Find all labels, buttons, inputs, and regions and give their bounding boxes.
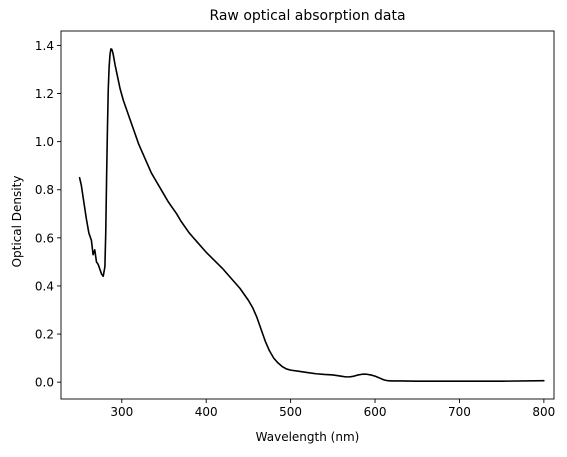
x-tick-label: 400 bbox=[195, 405, 218, 419]
y-tick-label: 0.4 bbox=[35, 279, 54, 293]
chart-title: Raw optical absorption data bbox=[209, 8, 405, 24]
y-tick-label: 1.2 bbox=[35, 87, 54, 101]
x-tick-label: 300 bbox=[110, 405, 133, 419]
plot-frame bbox=[60, 30, 555, 400]
x-tick-label: 600 bbox=[364, 405, 387, 419]
y-tick-label: 1.4 bbox=[35, 39, 54, 53]
x-tick-label: 500 bbox=[279, 405, 302, 419]
x-tick-label: 800 bbox=[532, 405, 555, 419]
y-tick-label: 0.0 bbox=[35, 376, 54, 390]
plot-area: 300 400 500 600 700 800 0.0 0.2 0.4 0.6 0.8 1.0 1.2 1… bbox=[35, 30, 555, 419]
y-tick-label: 1.0 bbox=[35, 135, 54, 149]
y-tick-label: 0.8 bbox=[35, 183, 54, 197]
y-axis-label: Optical Density bbox=[10, 176, 24, 268]
x-axis-label: Wavelength (nm) bbox=[256, 430, 360, 444]
y-tick-label: 0.2 bbox=[35, 328, 54, 342]
series-line-0 bbox=[78, 48, 545, 382]
y-tick-label: 0.6 bbox=[35, 231, 54, 245]
x-tick-label: 700 bbox=[448, 405, 471, 419]
